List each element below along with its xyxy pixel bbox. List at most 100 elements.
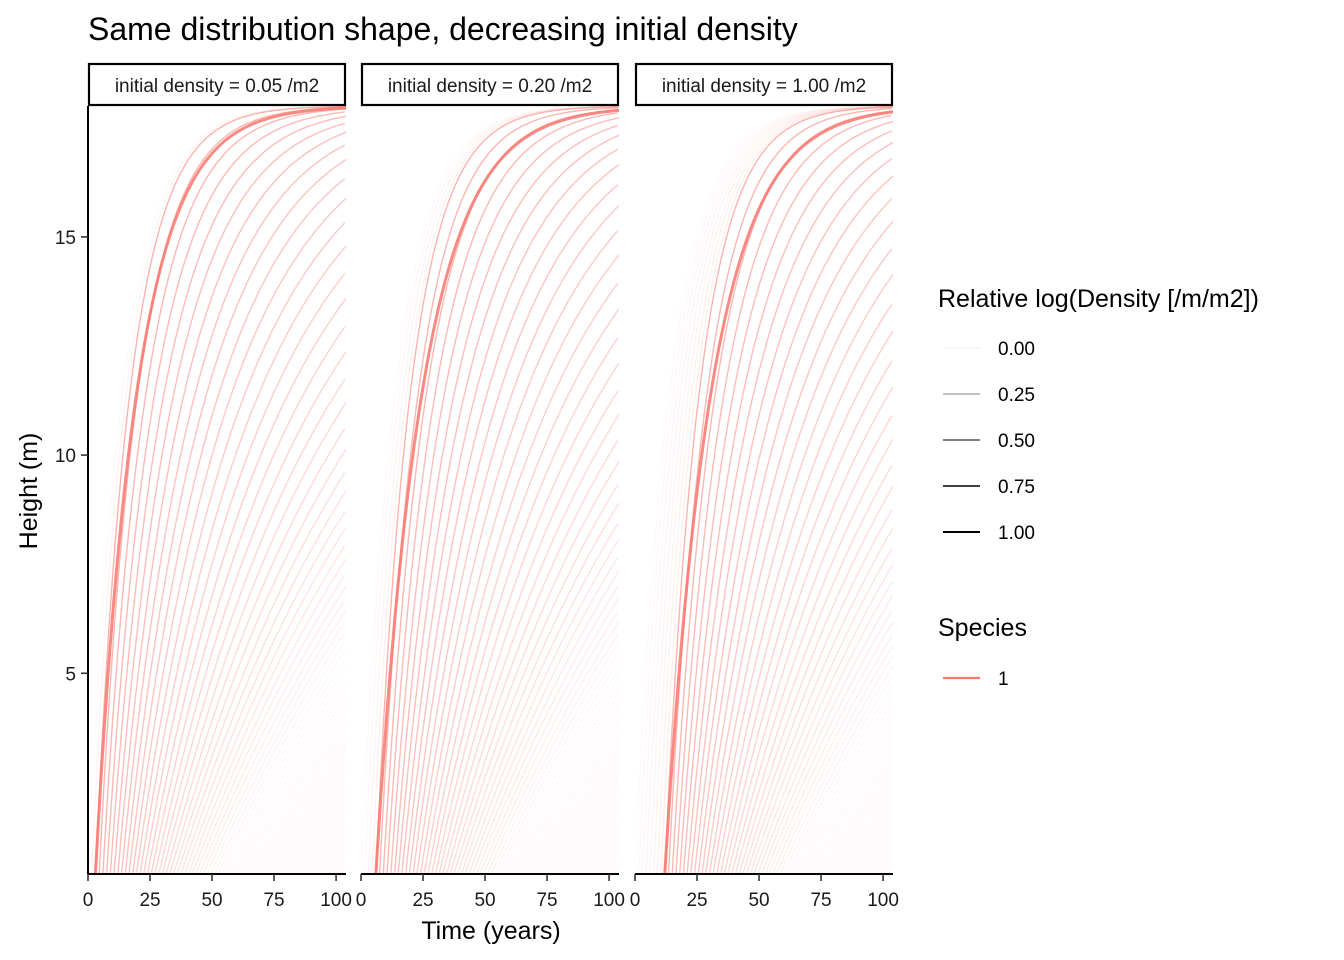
cohort-line <box>535 729 619 874</box>
series-lines <box>361 106 619 874</box>
cohort-line <box>445 440 619 874</box>
cohort-line <box>176 490 346 874</box>
cohort-line <box>161 402 346 874</box>
cohort-line <box>303 798 346 874</box>
strip-label: initial density = 0.05 /m2 <box>115 76 319 97</box>
cohort-line <box>172 472 346 874</box>
cohort-line <box>146 298 346 874</box>
cohort-line <box>423 282 619 874</box>
cohort-line <box>679 120 893 874</box>
cohort-line <box>431 337 619 874</box>
cohort-line <box>273 747 346 874</box>
cohort-line <box>314 819 346 874</box>
legend-density-items: 0.00 0.25 0.50 0.75 1.00 <box>943 339 1035 544</box>
panel-1: initial density = 0.05 /m2 0 25 50 75 100 5 10 1… <box>55 62 352 911</box>
cohort-line <box>102 108 346 874</box>
cohort-line <box>883 859 893 874</box>
cohort-line <box>258 722 346 874</box>
cohort-line <box>538 734 619 874</box>
cohort-line <box>645 106 892 874</box>
cohort-line <box>576 798 619 874</box>
cohort-line <box>143 273 346 874</box>
x-tick-label: 0 <box>356 890 367 911</box>
cohort-line <box>857 810 893 874</box>
chart-title: Same distribution shape, decreasing init… <box>88 11 798 47</box>
cohort-line <box>712 304 893 874</box>
cohort-line <box>464 538 619 874</box>
cohort-line <box>690 158 893 874</box>
cohort-line <box>861 819 893 874</box>
cohort-line <box>598 837 619 874</box>
cohort-line <box>779 657 893 874</box>
cohort-line <box>827 758 893 874</box>
strip-label: initial density = 1.00 /m2 <box>662 76 866 97</box>
cohort-line <box>853 806 893 874</box>
cohort-line <box>329 846 346 874</box>
x-tick-label: 0 <box>630 890 641 911</box>
cohort-line <box>649 106 893 874</box>
cohort-line <box>318 824 346 874</box>
cohort-line <box>842 784 893 874</box>
cohort-line <box>524 706 619 874</box>
cohort-line <box>708 273 893 874</box>
cohort-line <box>876 846 893 874</box>
cohort-line <box>251 709 346 874</box>
cohort-line <box>325 837 346 874</box>
cohort-line <box>879 850 893 874</box>
cohort-line <box>546 747 619 874</box>
cohort-line <box>587 819 619 874</box>
cohort-line <box>442 414 619 874</box>
cohort-line <box>449 460 619 874</box>
cohort-line <box>498 653 619 874</box>
cohort-line <box>124 159 346 874</box>
cohort-line <box>128 178 346 874</box>
cohort-line <box>716 330 893 874</box>
cohort-line <box>483 611 619 874</box>
cohort-line <box>494 641 619 874</box>
cohort-line <box>288 773 346 874</box>
x-axis-title: Time (years) <box>421 917 560 945</box>
cohort-line <box>405 164 619 874</box>
cohort-line <box>783 665 893 874</box>
cohort-line <box>236 681 346 874</box>
cohort-line <box>697 198 893 874</box>
cohort-line <box>254 717 346 874</box>
legend-label: 1 <box>998 669 1009 690</box>
cohort-line <box>701 220 893 874</box>
cohort-line <box>749 548 893 874</box>
cohort-line <box>734 465 893 874</box>
cohort-line <box>602 846 619 874</box>
cohort-line <box>512 686 619 874</box>
cohort-line <box>565 781 619 874</box>
cohort-line <box>738 485 893 874</box>
cohort-line <box>280 760 346 874</box>
cohort-line <box>520 701 619 874</box>
x-tick-label: 50 <box>748 890 769 911</box>
cohort-line <box>872 837 893 874</box>
cohort-line <box>310 811 346 874</box>
dominant-cohort-line <box>93 106 346 874</box>
cohort-line <box>202 599 346 874</box>
cohort-line <box>824 753 893 874</box>
cohort-line <box>386 112 618 874</box>
cohort-line <box>265 735 346 874</box>
x-tick-label: 75 <box>810 890 831 911</box>
cohort-line <box>613 864 619 874</box>
strip-box <box>634 62 894 107</box>
cohort-line <box>117 131 346 874</box>
cohort-line <box>605 850 619 874</box>
cohort-line <box>284 768 346 874</box>
cohort-line <box>94 106 346 874</box>
cohort-line <box>457 502 619 874</box>
cohort-line <box>225 659 346 874</box>
cohort-line <box>591 824 619 874</box>
cohort-line <box>198 585 346 874</box>
y-tick-label: 15 <box>55 228 76 249</box>
cohort-line <box>479 597 619 874</box>
cohort-line <box>652 106 892 874</box>
legend-label: 0.25 <box>998 385 1035 406</box>
cohort-line <box>667 107 892 874</box>
strip-label: initial density = 0.20 /m2 <box>388 76 592 97</box>
cohort-line <box>516 692 619 874</box>
